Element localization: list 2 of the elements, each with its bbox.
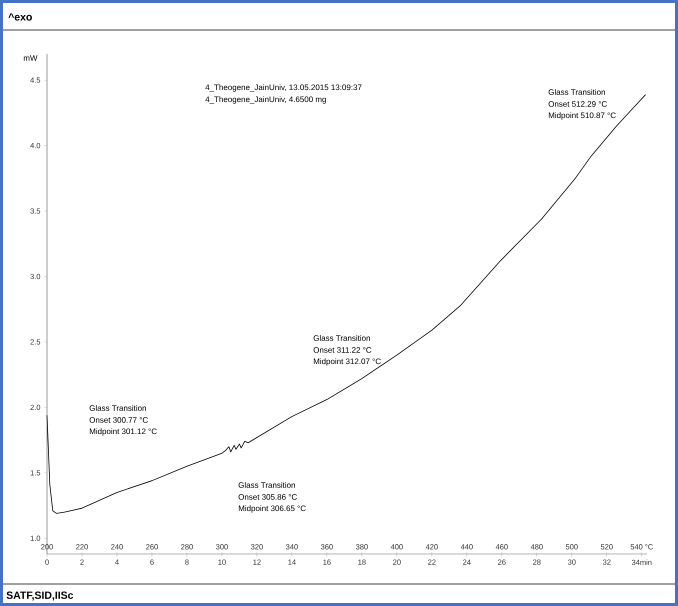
text: SATF,SID,IISc [6, 592, 74, 600]
text: ^exo [8, 13, 32, 21]
